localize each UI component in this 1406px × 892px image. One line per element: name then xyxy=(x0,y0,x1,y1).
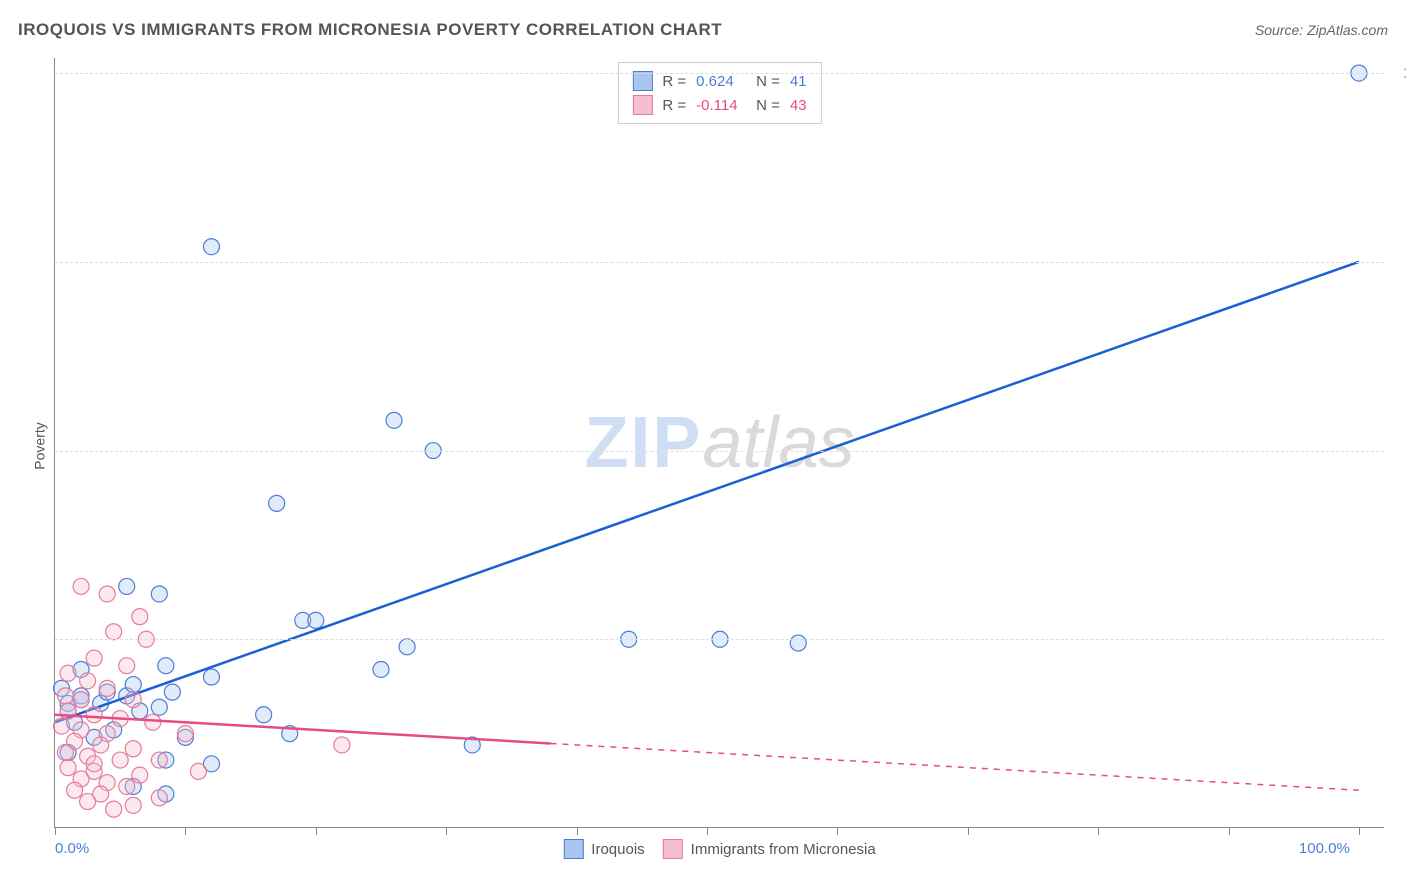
legend-correlation-row: R = -0.114 N = 43 xyxy=(632,93,806,117)
data-point xyxy=(119,778,135,794)
data-point xyxy=(203,669,219,685)
data-point xyxy=(54,718,70,734)
data-point xyxy=(151,699,167,715)
data-point xyxy=(132,609,148,625)
r-value: -0.114 xyxy=(696,97,746,114)
data-point xyxy=(177,726,193,742)
data-point xyxy=(119,658,135,674)
data-point xyxy=(80,673,96,689)
data-point xyxy=(60,665,76,681)
data-point xyxy=(99,586,115,602)
data-point xyxy=(60,760,76,776)
data-point xyxy=(151,790,167,806)
data-point xyxy=(86,756,102,772)
legend-swatch xyxy=(632,95,652,115)
chart-header: IROQUOIS VS IMMIGRANTS FROM MICRONESIA P… xyxy=(18,20,1388,40)
x-tick xyxy=(577,827,578,835)
data-point xyxy=(151,586,167,602)
data-point xyxy=(125,797,141,813)
legend-series-item: Immigrants from Micronesia xyxy=(663,839,876,859)
legend-swatch xyxy=(563,839,583,859)
chart-source: Source: ZipAtlas.com xyxy=(1255,22,1388,38)
n-value: 43 xyxy=(790,97,807,114)
data-point xyxy=(164,684,180,700)
x-axis-label: 100.0% xyxy=(1299,840,1350,857)
data-point xyxy=(80,794,96,810)
r-label: R = xyxy=(662,97,686,114)
data-point xyxy=(73,578,89,594)
legend-label: Immigrants from Micronesia xyxy=(691,841,876,858)
n-label: N = xyxy=(756,97,780,114)
data-point xyxy=(106,624,122,640)
r-value: 0.624 xyxy=(696,73,746,90)
y-axis-label: Poverty xyxy=(32,422,48,469)
data-point xyxy=(125,677,141,693)
data-point xyxy=(399,639,415,655)
x-tick xyxy=(185,827,186,835)
data-point xyxy=(112,752,128,768)
x-axis-label: 0.0% xyxy=(55,840,89,857)
data-point xyxy=(145,714,161,730)
legend-swatch xyxy=(663,839,683,859)
gridline xyxy=(55,451,1384,452)
gridline xyxy=(55,639,1384,640)
data-point xyxy=(790,635,806,651)
data-point xyxy=(125,692,141,708)
x-tick xyxy=(707,827,708,835)
data-point xyxy=(99,680,115,696)
data-point xyxy=(86,650,102,666)
data-point xyxy=(86,707,102,723)
chart-plot-area: ZIPatlas R =0.624N =41R =-0.114N =43 Iro… xyxy=(54,58,1384,828)
data-point xyxy=(57,688,73,704)
chart-title: IROQUOIS VS IMMIGRANTS FROM MICRONESIA P… xyxy=(18,20,722,40)
data-point xyxy=(106,801,122,817)
x-tick xyxy=(968,827,969,835)
trend-line-dashed xyxy=(550,743,1358,790)
x-tick xyxy=(1359,827,1360,835)
data-point xyxy=(151,752,167,768)
data-point xyxy=(158,658,174,674)
legend-label: Iroquois xyxy=(591,841,644,858)
data-point xyxy=(93,737,109,753)
x-tick xyxy=(1098,827,1099,835)
source-name: ZipAtlas.com xyxy=(1307,22,1388,38)
data-point xyxy=(67,782,83,798)
data-point xyxy=(269,495,285,511)
data-point xyxy=(386,412,402,428)
x-tick xyxy=(1229,827,1230,835)
data-point xyxy=(203,239,219,255)
data-point xyxy=(119,578,135,594)
data-point xyxy=(373,661,389,677)
legend-series: Iroquois Immigrants from Micronesia xyxy=(563,839,875,859)
data-point xyxy=(308,612,324,628)
data-point xyxy=(190,763,206,779)
x-tick xyxy=(837,827,838,835)
data-point xyxy=(132,767,148,783)
x-tick xyxy=(316,827,317,835)
data-point xyxy=(334,737,350,753)
data-point xyxy=(73,692,89,708)
x-tick xyxy=(446,827,447,835)
trend-line xyxy=(55,262,1359,722)
data-point xyxy=(57,745,73,761)
gridline xyxy=(55,262,1384,263)
gridline xyxy=(55,73,1384,74)
data-point xyxy=(125,741,141,757)
scatter-plot-svg xyxy=(55,58,1384,827)
legend-series-item: Iroquois xyxy=(563,839,644,859)
source-prefix: Source: xyxy=(1255,22,1307,38)
data-point xyxy=(256,707,272,723)
n-label: N = xyxy=(756,73,780,90)
x-tick xyxy=(55,827,56,835)
trend-line xyxy=(55,715,550,744)
n-value: 41 xyxy=(790,73,807,90)
legend-correlation: R = 0.624 N = 41 R = -0.114 N = 43 xyxy=(617,62,821,124)
r-label: R = xyxy=(662,73,686,90)
